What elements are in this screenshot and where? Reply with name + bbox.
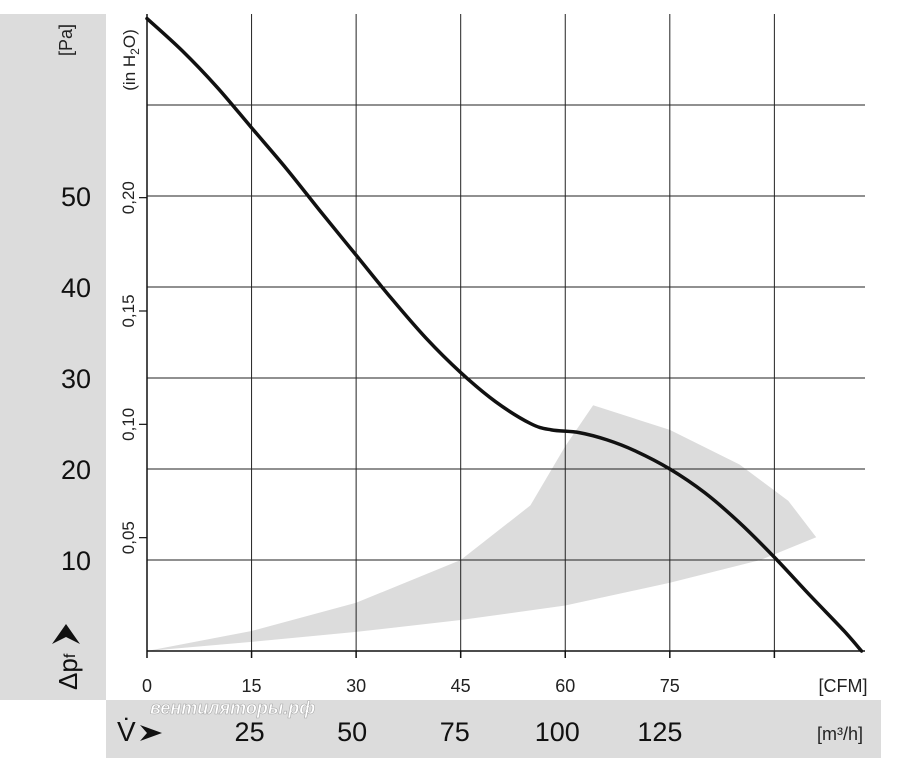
cfm-tick-label: 15 — [242, 676, 262, 696]
inh2o-tick-labels: 0,05 0,10 0,15 0,20 — [119, 181, 147, 554]
pa-tick-label: 10 — [61, 546, 91, 576]
pressure-axis-label: Δpf — [53, 653, 83, 690]
cfm-tick-label: 75 — [660, 676, 680, 696]
operating-region-area — [147, 405, 817, 651]
flow-axis-label: V̇ — [117, 716, 136, 747]
inh2o-tick-label: 0,05 — [119, 521, 138, 554]
left-axis-band — [0, 14, 106, 700]
flow-arrow-icon — [140, 725, 162, 741]
pa-tick-label: 50 — [61, 182, 91, 212]
cfm-unit-label: [CFM] — [819, 676, 868, 696]
pa-tick-labels: 10 20 30 40 50 — [61, 182, 91, 576]
performance-curve-line — [145, 16, 864, 653]
cfm-tick-labels: 0 15 30 45 60 75 — [142, 676, 680, 696]
m3h-tick-label: 75 — [440, 717, 470, 747]
bottom-axis-band — [106, 700, 881, 758]
cfm-tick-label: 0 — [142, 676, 152, 696]
pa-tick-label: 40 — [61, 273, 91, 303]
pa-tick-label: 30 — [61, 364, 91, 394]
inh2o-unit-label: (in H2O) — [120, 29, 142, 90]
cfm-tick-label: 60 — [555, 676, 575, 696]
inh2o-tick-label: 0,20 — [119, 181, 138, 214]
m3h-unit-label: [m³/h] — [817, 724, 863, 744]
pressure-arrow-icon — [52, 624, 80, 644]
m3h-tick-label: 25 — [235, 717, 265, 747]
operating-region — [147, 405, 817, 651]
inh2o-tick-label: 0,15 — [119, 294, 138, 327]
pa-tick-label: 20 — [61, 455, 91, 485]
watermark-text: вентиляторы.рф — [150, 698, 315, 718]
inh2o-tick-label: 0,10 — [119, 408, 138, 441]
m3h-tick-label: 50 — [337, 717, 367, 747]
m3h-tick-labels: 25 50 75 100 125 — [235, 717, 683, 747]
cfm-tick-label: 30 — [346, 676, 366, 696]
m3h-tick-label: 100 — [535, 717, 580, 747]
m3h-tick-label: 125 — [637, 717, 682, 747]
pa-unit-label: [Pa] — [56, 24, 76, 56]
cfm-tick-label: 45 — [451, 676, 471, 696]
performance-curve — [145, 16, 864, 653]
grid — [146, 14, 865, 658]
